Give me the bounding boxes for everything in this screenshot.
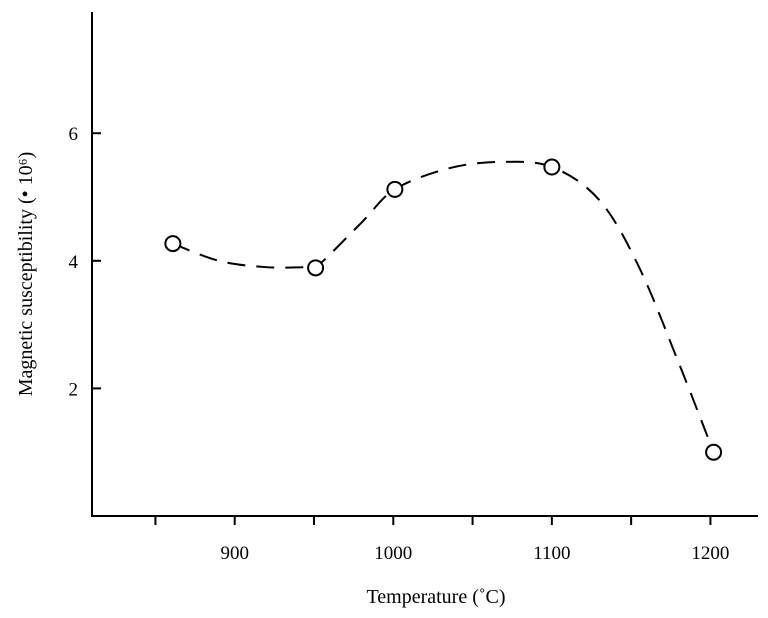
axes [91, 12, 758, 517]
x-tick-label: 1100 [533, 543, 570, 564]
y-tick-label: 6 [69, 124, 79, 145]
y-tick-label: 4 [69, 252, 79, 273]
data-point [307, 259, 325, 277]
x-tick-label: 900 [220, 543, 249, 564]
data-point [543, 158, 561, 176]
series-trend-line [172, 160, 715, 453]
x-tick-label: 1000 [374, 543, 412, 564]
ticks: 900 1000 1100 1200 2 4 6 [69, 124, 730, 564]
series-layer [164, 158, 723, 461]
y-tick-label: 2 [69, 379, 79, 400]
x-tick-label: 1200 [691, 543, 729, 564]
data-point [386, 180, 404, 198]
data-point [164, 235, 182, 253]
y-axis-title: Magnetic susceptibility (• 10⁶) [15, 152, 37, 396]
x-axis-title: Temperature (˚C) [366, 586, 505, 608]
data-point [705, 443, 723, 461]
